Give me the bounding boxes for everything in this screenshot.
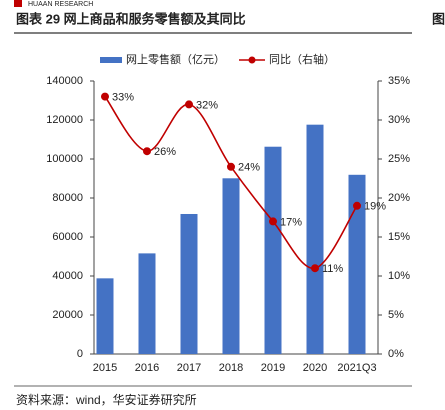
y-tick-label: 60000: [52, 231, 83, 243]
bar: [222, 178, 240, 354]
data-label: 24%: [238, 162, 260, 174]
y-tick-label: 20000: [52, 309, 83, 321]
x-tick-label: 2020: [303, 362, 327, 374]
marker: [269, 217, 277, 226]
y2-tick-label: 5%: [388, 309, 404, 321]
data-label: 26%: [154, 146, 176, 158]
marker: [227, 162, 235, 171]
brand: HUAAN RESEARCH: [28, 1, 93, 8]
bar: [138, 253, 156, 354]
marker: [311, 264, 319, 273]
y-tick-label: 80000: [52, 192, 83, 204]
y2-tick-label: 25%: [388, 153, 410, 165]
x-tick-label: 2021Q3: [337, 362, 376, 374]
bar: [96, 278, 114, 354]
bar: [180, 213, 198, 354]
edge-text: 图: [432, 11, 445, 26]
legend-label: 同比（右轴）: [269, 52, 335, 66]
y2-tick-label: 35%: [388, 75, 410, 87]
chart-title: 图表 29 网上商品和服务零售额及其同比: [16, 11, 246, 26]
data-label: 11%: [322, 263, 343, 275]
y-tick-label: 120000: [46, 114, 83, 126]
x-tick-label: 2017: [177, 362, 201, 374]
y-tick-label: 100000: [46, 153, 83, 165]
bar: [264, 146, 282, 354]
bar: [348, 174, 366, 354]
legend-swatch: [100, 57, 122, 63]
data-label: 32%: [196, 99, 218, 111]
legend-swatch: [248, 56, 256, 64]
marker: [185, 100, 193, 109]
y2-tick-label: 0%: [388, 348, 404, 360]
data-label: 33%: [112, 92, 134, 104]
y-tick-label: 0: [77, 348, 83, 360]
data-label: 19%: [364, 201, 386, 213]
y2-tick-label: 15%: [388, 231, 410, 243]
x-tick-label: 2018: [219, 362, 243, 374]
y-tick-label: 140000: [46, 75, 83, 87]
x-tick-label: 2016: [135, 362, 159, 374]
marker: [101, 92, 109, 101]
y2-tick-label: 10%: [388, 270, 410, 282]
y-tick-label: 40000: [52, 270, 83, 282]
x-tick-label: 2019: [261, 362, 285, 374]
y2-tick-label: 20%: [388, 192, 410, 204]
y2-tick-label: 30%: [388, 114, 410, 126]
bar: [306, 124, 324, 355]
marker: [143, 147, 151, 156]
legend-label: 网上零售额（亿元）: [126, 52, 225, 66]
data-label: 17%: [280, 216, 302, 228]
logo: [14, 0, 22, 7]
x-tick-label: 2015: [93, 362, 117, 374]
marker: [353, 201, 361, 210]
source: 资料来源：wind，华安证券研究所: [16, 392, 197, 407]
